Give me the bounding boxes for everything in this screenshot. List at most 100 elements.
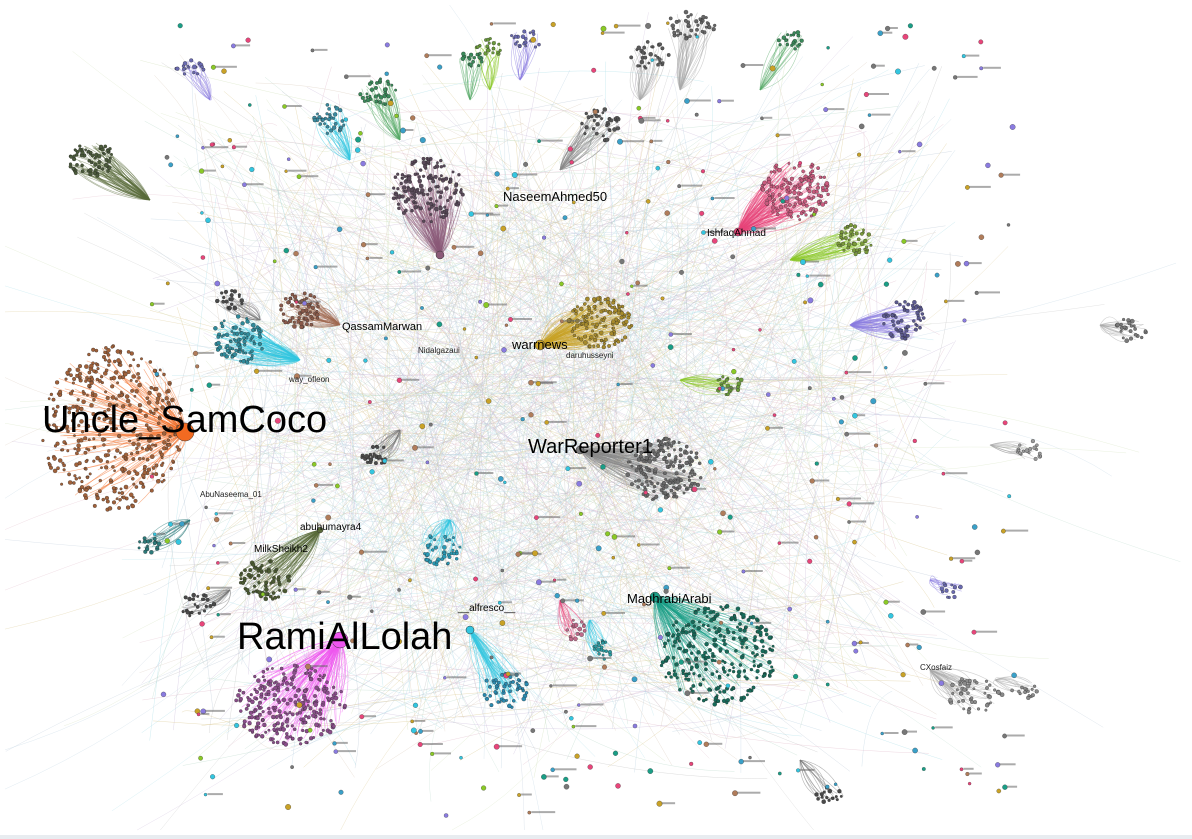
graph-node (305, 322, 309, 327)
graph-node (688, 463, 693, 467)
graph-node (110, 345, 114, 349)
graph-node (87, 370, 92, 375)
graph-node (240, 321, 245, 326)
background-edge (219, 173, 575, 720)
background-edge (400, 442, 736, 666)
background-edge (427, 632, 834, 746)
background-edge (576, 75, 679, 337)
background-edge (818, 340, 957, 679)
graph-node (701, 698, 706, 703)
graph-node (122, 495, 126, 500)
graph-node (692, 672, 696, 676)
graph-node (761, 187, 766, 192)
background-edge (253, 637, 661, 725)
graph-node (511, 699, 516, 703)
graph-node (292, 727, 297, 732)
graph-node (688, 641, 692, 645)
graph-node (712, 639, 716, 643)
graph-node (592, 304, 597, 309)
graph-node (898, 302, 902, 307)
graph-node (222, 352, 227, 357)
background-edge (299, 368, 524, 594)
graph-node (707, 687, 712, 692)
graph-node (782, 182, 786, 186)
graph-node (72, 377, 77, 381)
graph-node (696, 625, 702, 631)
graph-node (299, 736, 303, 740)
background-edge (277, 262, 463, 447)
graph-node (278, 588, 282, 592)
graph-node (129, 351, 134, 356)
background-edge (449, 191, 585, 402)
background-edge (461, 678, 691, 711)
cluster-edge (579, 438, 667, 453)
graph-node (612, 342, 617, 347)
graph-node (106, 348, 111, 353)
graph-node (421, 192, 426, 197)
background-edge (270, 352, 566, 508)
graph-node (46, 456, 51, 461)
graph-node (93, 392, 98, 398)
background-edge (226, 208, 686, 320)
background-edge (483, 506, 491, 760)
background-edge (200, 551, 632, 616)
background-edge (527, 252, 872, 400)
background-edge (474, 179, 792, 294)
graph-node (663, 645, 666, 649)
background-edge (769, 125, 871, 163)
cluster-edge (737, 190, 770, 233)
graph-node (259, 569, 263, 573)
graph-node (718, 633, 723, 638)
graph-node (216, 340, 221, 346)
background-edge (526, 537, 577, 726)
graph-node (279, 307, 283, 312)
graph-node (75, 163, 79, 167)
background-edge (141, 219, 724, 734)
background-edge (349, 144, 377, 627)
graph-node (429, 197, 433, 201)
graph-node (132, 482, 136, 486)
cluster-edge (276, 639, 341, 719)
graph-node (855, 248, 859, 253)
graph-node (896, 320, 901, 325)
graph-node (84, 459, 88, 464)
graph-node (648, 469, 652, 472)
background-edge (453, 256, 564, 724)
graph-node (64, 377, 68, 381)
cluster-edge (737, 166, 792, 233)
graph-node (816, 166, 820, 170)
graph-node (276, 688, 281, 693)
graph-node (78, 476, 82, 480)
graph-node (672, 644, 676, 648)
graph-node (689, 458, 694, 462)
graph-node (292, 324, 297, 329)
graph-node (338, 703, 342, 707)
background-edge (373, 631, 738, 760)
graph-node (730, 696, 735, 700)
graph-node (693, 472, 697, 477)
background-edge (418, 290, 746, 495)
graph-node (88, 472, 92, 476)
graph-node (330, 696, 334, 701)
graph-node (244, 351, 248, 355)
graph-node (310, 305, 315, 310)
graph-node (258, 700, 262, 705)
background-edge (785, 445, 924, 686)
cluster-edge (579, 449, 683, 475)
graph-node (913, 327, 918, 332)
background-edge (631, 188, 679, 529)
background-edge (320, 164, 693, 693)
graph-node (109, 376, 114, 381)
graph-node (80, 163, 84, 168)
cluster-edge (654, 596, 704, 675)
graph-node (770, 665, 774, 669)
graph-node (666, 639, 670, 643)
background-edge (630, 143, 684, 357)
graph-node (666, 446, 670, 450)
graph-node (118, 451, 122, 455)
graph-node (709, 618, 714, 623)
graph-node (852, 224, 858, 229)
graph-node (691, 644, 696, 649)
graph-node (755, 676, 759, 680)
graph-node (89, 381, 94, 386)
